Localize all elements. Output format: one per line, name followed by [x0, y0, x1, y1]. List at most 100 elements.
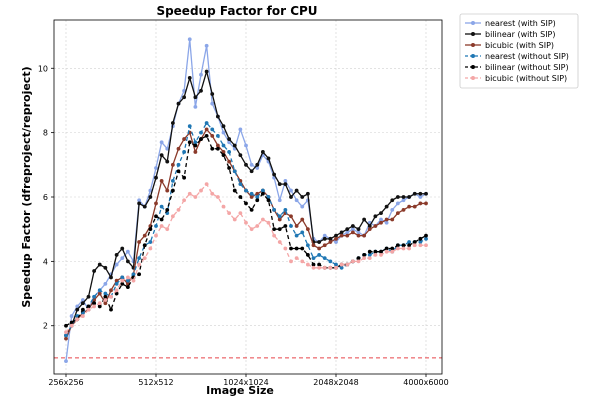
data-point — [199, 137, 203, 141]
data-point — [395, 211, 400, 215]
data-point — [238, 127, 243, 132]
data-point — [305, 243, 310, 248]
data-point — [125, 249, 130, 254]
data-point — [114, 278, 119, 283]
data-point — [210, 146, 215, 151]
data-point — [255, 198, 260, 203]
data-point — [339, 265, 344, 270]
data-point — [125, 259, 130, 264]
data-point — [384, 249, 389, 254]
data-point — [227, 166, 232, 170]
data-point — [109, 307, 113, 312]
data-point — [356, 259, 361, 264]
data-point — [283, 179, 288, 183]
data-point — [210, 92, 215, 96]
data-point — [328, 259, 333, 264]
data-point — [176, 101, 181, 106]
data-point — [80, 301, 85, 306]
data-point — [170, 121, 175, 125]
data-point — [92, 298, 97, 302]
legend-entry-label: nearest (without SIP) — [485, 52, 569, 61]
data-point — [384, 217, 389, 222]
data-point — [120, 281, 125, 286]
legend-entry-label: nearest (with SIP) — [485, 19, 556, 28]
data-point — [266, 156, 271, 161]
data-point — [232, 169, 237, 174]
x-tick-label: 256x256 — [48, 378, 83, 387]
data-point — [86, 307, 91, 312]
data-point — [412, 243, 417, 248]
data-point — [277, 214, 282, 219]
data-point — [418, 236, 423, 241]
data-point — [64, 330, 68, 335]
legend-entry-label: bilinear (without SIP) — [485, 63, 569, 72]
data-point — [165, 146, 170, 151]
data-point — [103, 265, 108, 270]
data-point — [142, 243, 147, 248]
data-point — [390, 249, 395, 254]
data-point — [379, 211, 383, 215]
data-point — [384, 220, 389, 225]
data-point — [260, 217, 265, 222]
data-point — [232, 143, 237, 148]
data-point — [255, 191, 260, 196]
data-point — [238, 182, 243, 187]
data-point — [272, 207, 277, 212]
data-point — [294, 224, 299, 228]
data-point — [159, 217, 164, 222]
data-point — [97, 262, 102, 267]
data-point — [221, 150, 226, 154]
data-point — [294, 233, 299, 238]
data-point — [92, 294, 97, 299]
data-point — [283, 207, 288, 212]
data-point — [97, 291, 102, 296]
data-point — [227, 140, 232, 145]
data-point — [311, 256, 316, 261]
data-point — [103, 281, 108, 286]
data-point — [165, 159, 170, 164]
data-point — [193, 104, 198, 109]
data-point — [199, 72, 203, 77]
data-point — [176, 162, 181, 167]
data-point — [395, 246, 400, 251]
data-point — [305, 227, 310, 232]
data-point — [221, 130, 226, 135]
data-point — [92, 304, 97, 309]
data-point — [109, 275, 113, 280]
data-point — [255, 166, 260, 170]
data-point — [193, 95, 198, 100]
data-point — [345, 233, 350, 238]
data-point — [424, 233, 428, 238]
data-point — [109, 294, 113, 299]
data-point — [255, 195, 260, 199]
data-point — [401, 207, 406, 212]
data-point — [294, 246, 299, 251]
data-point — [244, 162, 248, 167]
data-point — [199, 130, 203, 135]
data-point — [125, 285, 130, 290]
series-layer — [64, 37, 428, 364]
data-point — [103, 294, 108, 299]
legend-box — [459, 13, 579, 89]
data-point — [289, 246, 293, 251]
data-point — [64, 359, 68, 364]
data-point — [103, 301, 108, 306]
data-point — [424, 191, 428, 196]
data-point — [305, 262, 310, 267]
data-point — [362, 256, 367, 261]
data-point — [322, 233, 327, 238]
data-point — [373, 214, 378, 219]
data-point — [120, 275, 125, 280]
data-point — [317, 262, 322, 267]
data-point — [424, 236, 428, 241]
data-point — [75, 304, 80, 309]
data-point — [137, 240, 142, 244]
data-point — [345, 227, 350, 232]
data-point — [322, 243, 327, 248]
data-point — [210, 127, 215, 132]
data-point — [390, 246, 395, 251]
data-point — [170, 214, 175, 219]
data-point — [317, 246, 322, 251]
data-point — [362, 217, 367, 222]
